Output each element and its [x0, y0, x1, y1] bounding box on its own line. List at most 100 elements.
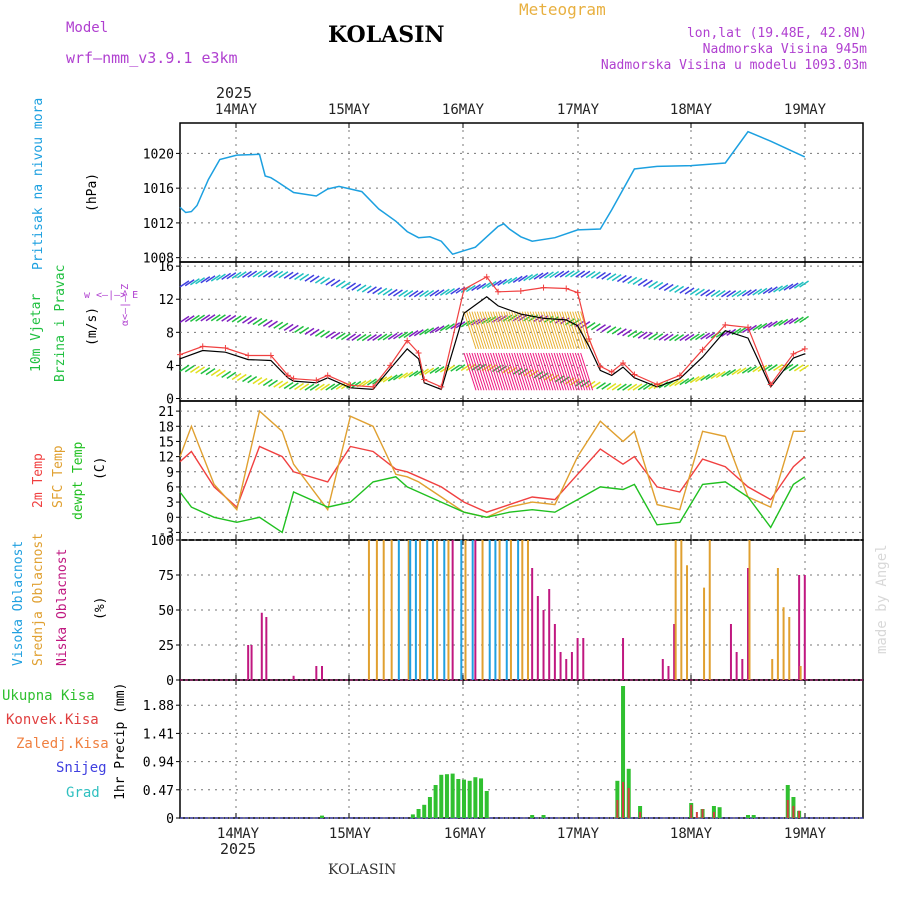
- wind-barb: [304, 383, 315, 391]
- wind-barb: [521, 311, 535, 350]
- wind-barb: [325, 383, 336, 391]
- wind-gust-marker: [421, 376, 428, 383]
- wind-barb: [429, 326, 440, 334]
- wind-barb: [195, 314, 206, 322]
- wind-barb: [434, 289, 445, 297]
- wind-barb: [601, 382, 612, 390]
- wind-barb: [482, 352, 496, 391]
- wind-barb: [205, 367, 216, 376]
- temp-dew-line: [179, 476, 806, 534]
- wind-barb: [726, 290, 737, 298]
- wind-barb: [741, 366, 752, 374]
- wind-barb: [503, 352, 517, 391]
- wind-ytick-label: 12: [158, 293, 174, 308]
- wind-barb: [210, 274, 221, 282]
- wind-barb: [590, 271, 601, 279]
- bottom-year-label: 2025: [220, 840, 256, 858]
- precip-conv-bar: [712, 812, 715, 818]
- wind-barb: [356, 284, 367, 292]
- wind-barb: [492, 311, 506, 350]
- wind-barb: [689, 376, 700, 384]
- wind-barb: [346, 333, 357, 341]
- wind-barb: [596, 324, 606, 332]
- wind-compass-ns: α<—|—>Z: [120, 284, 131, 326]
- wind-barb: [236, 315, 247, 324]
- wind-barb: [550, 311, 564, 350]
- wind-barb: [731, 289, 742, 298]
- wind-gust-marker: [790, 350, 797, 357]
- wind-barb: [544, 271, 554, 279]
- wind-barb: [216, 273, 226, 281]
- wind-barb: [616, 274, 627, 283]
- model-elevation: Nadmorska Visina u modelu 1093.03m: [600, 58, 867, 73]
- bottom-date-axis: 14MAY 15MAY 16MAY 17MAY 18MAY 19MAY 2025: [217, 826, 827, 858]
- wind-barb: [570, 270, 580, 278]
- wind-barb: [642, 279, 653, 288]
- wind-barb: [545, 352, 559, 391]
- wind-barb: [752, 365, 763, 373]
- wind-barb: [471, 283, 481, 292]
- wind-barb: [419, 368, 429, 376]
- wind-barb: [767, 320, 778, 328]
- watermark: made by Angel: [874, 544, 890, 654]
- top-day-label: 17MAY: [557, 102, 600, 118]
- wind-barb: [466, 311, 480, 350]
- coordinates: lon,lat (19.48E, 42.8N): [686, 26, 867, 41]
- wind-barb: [561, 311, 575, 350]
- wind-barb: [695, 374, 705, 383]
- wind-barb: [278, 381, 289, 389]
- wind-barb: [783, 283, 794, 291]
- wind-barb: [577, 311, 591, 350]
- wind-barb: [611, 327, 622, 335]
- temp-ytick-label: -3: [158, 526, 174, 541]
- wind-barb: [532, 352, 546, 391]
- wind-barb: [231, 372, 242, 381]
- precip-total-bar: [621, 686, 626, 818]
- wind-barb: [476, 282, 487, 291]
- wind-barb: [403, 330, 414, 339]
- wind-barb: [669, 284, 679, 293]
- wind-barb: [304, 274, 315, 282]
- precip-total-bar: [530, 815, 535, 818]
- wind-gust-marker: [608, 369, 615, 376]
- wind-barb: [288, 382, 299, 390]
- wind-barb: [424, 289, 435, 298]
- wind-barb: [257, 377, 268, 386]
- wind-barb: [408, 290, 419, 298]
- wind-barb: [205, 314, 216, 322]
- wind-barb: [398, 331, 409, 339]
- wind-barb: [335, 332, 346, 340]
- wind-barb: [561, 352, 575, 391]
- wind-barb: [468, 352, 482, 391]
- wind-barb: [521, 352, 535, 391]
- precip-ytick-label: 1.88: [143, 699, 174, 714]
- wind-barb: [577, 352, 591, 391]
- temp-unit: (C): [93, 457, 108, 480]
- wind-barb: [606, 326, 617, 334]
- wind-barb: [262, 270, 273, 278]
- wind-barb: [611, 273, 622, 282]
- wind-barb: [622, 275, 632, 283]
- wind-barb: [252, 317, 263, 326]
- wind-barb: [294, 382, 304, 391]
- wind-gust-marker: [438, 383, 445, 390]
- wind-barb: [705, 331, 716, 340]
- top-day-label: 14MAY: [215, 102, 258, 118]
- precip-ytick-label: 1.41: [143, 727, 174, 742]
- wind-barb: [689, 333, 700, 341]
- wind-barb: [757, 287, 768, 296]
- precip-total-bar: [320, 815, 324, 818]
- wind-barb: [479, 352, 493, 391]
- wind-barb: [516, 311, 530, 350]
- wind-barb: [553, 311, 567, 350]
- wind-ytick-label: 8: [166, 326, 174, 341]
- wind-barb: [294, 272, 304, 281]
- cloud-ytick-label: 100: [151, 534, 174, 549]
- wind-barb: [445, 288, 455, 296]
- pressure-labels: Pritisak na nivou mora (hPa): [31, 98, 100, 270]
- wind-barb: [637, 331, 648, 339]
- wind-barb: [627, 383, 638, 391]
- wind-barb: [508, 352, 522, 391]
- page-title: KOLASIN: [328, 22, 445, 48]
